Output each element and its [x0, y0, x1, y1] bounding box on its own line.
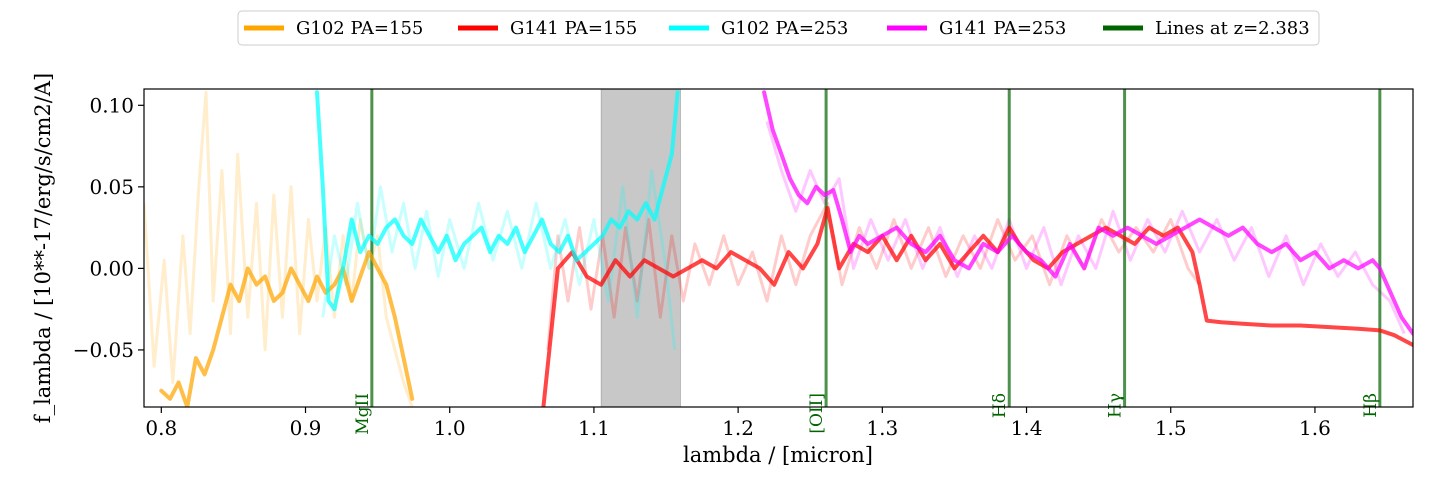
noisy-trace-3	[765, 121, 1406, 335]
x-tick-label-1: 0.9	[290, 416, 322, 440]
legend-label-4: Lines at z=2.383	[1155, 18, 1310, 39]
plot-frame	[143, 88, 1414, 408]
legend-label-1: G141 PA=155	[510, 18, 637, 39]
emission-line-label-3: Hγ	[1106, 393, 1126, 418]
legend-frame	[237, 10, 1320, 46]
x-tick-label-2: 1.0	[434, 416, 466, 440]
x-axis-label: lambda / [micron]	[683, 443, 873, 467]
y-axis-label: f_lambda / [10**-17/erg/s/cm2/A]	[31, 73, 55, 423]
legend-label-2: G102 PA=253	[721, 18, 848, 39]
legend: G102 PA=155 G141 PA=155 G102 PA=253 G141 PA…	[237, 10, 1320, 46]
x-tick-label-6: 1.4	[1011, 416, 1043, 440]
series-line-3	[762, 90, 1413, 336]
x-tick-label-5: 1.3	[866, 416, 898, 440]
x-tick-label-3: 1.1	[578, 416, 610, 440]
emission-line-label-4: Hβ	[1361, 393, 1381, 418]
series-line-1	[541, 206, 1413, 407]
y-tick-label-2: 0.05	[89, 175, 134, 199]
x-tick-label-4: 1.2	[722, 416, 754, 440]
emission-line-label-0: MgII	[353, 393, 373, 435]
legend-label-3: G141 PA=253	[939, 18, 1066, 39]
emission-line-label-1: [OII]	[807, 393, 827, 434]
masked-region	[600, 89, 681, 407]
x-tick-label-8: 1.6	[1299, 416, 1331, 440]
emission-line-label-2: Hδ	[990, 393, 1010, 418]
x-tick-label-0: 0.8	[145, 416, 177, 440]
noisy-trace-2	[321, 169, 677, 351]
series-line-2	[315, 90, 680, 312]
y-tick-label-1: 0.00	[89, 256, 134, 280]
x-tick-label-7: 1.5	[1155, 416, 1187, 440]
legend-label-0: G102 PA=155	[296, 18, 423, 39]
series-line-0	[159, 250, 415, 407]
y-tick-label-3: 0.10	[89, 93, 134, 117]
y-tick-label-0: −0.05	[73, 338, 134, 362]
